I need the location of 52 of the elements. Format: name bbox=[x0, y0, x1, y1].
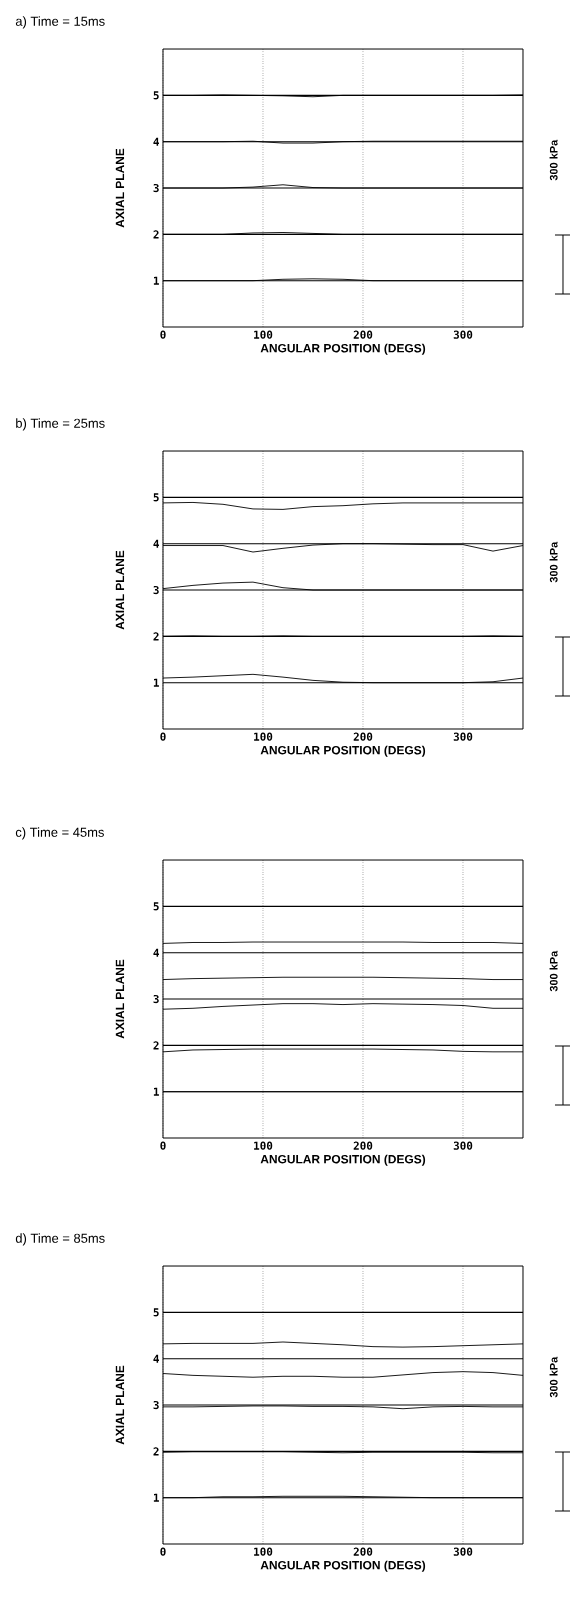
y-axis-title: AXIAL PLANE bbox=[115, 550, 125, 630]
y-tick-label: 4 bbox=[153, 1354, 159, 1363]
y-axis-title: AXIAL PLANE bbox=[115, 148, 125, 228]
y-tick-label: 1 bbox=[153, 1087, 159, 1096]
x-tick-label: 0 bbox=[160, 330, 166, 339]
x-tick-label: 200 bbox=[353, 732, 373, 741]
x-axis-title: ANGULAR POSITION (DEGS) bbox=[260, 1560, 426, 1572]
y-tick-label: 5 bbox=[153, 902, 159, 911]
y-tick-label: 3 bbox=[153, 994, 159, 1004]
y-tick-label: 2 bbox=[153, 1041, 159, 1050]
x-tick-label: 100 bbox=[254, 330, 273, 339]
y-tick-label: 3 bbox=[153, 183, 159, 193]
text: 300 kPa bbox=[549, 950, 558, 992]
y-tick-label: 2 bbox=[153, 230, 159, 239]
x-axis-title: ANGULAR POSITION (DEGS) bbox=[260, 343, 426, 355]
y-axis-title: AXIAL PLANE bbox=[115, 1365, 125, 1445]
x-tick-label: 0 bbox=[160, 1547, 166, 1556]
x-tick-label: 100 bbox=[254, 1141, 273, 1150]
y-tick-label: 3 bbox=[153, 585, 159, 595]
y-tick-label: 1 bbox=[153, 678, 159, 687]
y-tick-label: 5 bbox=[153, 1308, 159, 1317]
x-tick-label: 200 bbox=[353, 330, 373, 339]
x-tick-label: 100 bbox=[254, 1547, 273, 1556]
chart-title: a) Time = 15ms bbox=[15, 16, 105, 29]
x-tick-label: 300 bbox=[453, 1547, 473, 1556]
y-axis-title: AXIAL PLANE bbox=[115, 959, 125, 1039]
x-tick-label: 300 bbox=[453, 1141, 473, 1150]
x-tick-label: 0 bbox=[160, 1141, 166, 1150]
x-tick-label: 100 bbox=[254, 732, 273, 741]
text: 300 kPa bbox=[549, 139, 558, 181]
x-axis-title: ANGULAR POSITION (DEGS) bbox=[260, 1154, 426, 1166]
y-tick-label: 2 bbox=[153, 1447, 159, 1456]
x-axis-title: ANGULAR POSITION (DEGS) bbox=[260, 745, 426, 757]
x-tick-label: 300 bbox=[453, 330, 473, 339]
chart-title: d) Time = 85ms bbox=[15, 1233, 105, 1246]
y-tick-label: 3 bbox=[153, 1400, 159, 1410]
y-tick-label: 4 bbox=[153, 137, 159, 146]
y-tick-label: 4 bbox=[153, 948, 159, 957]
y-tick-label: 2 bbox=[153, 632, 159, 641]
x-tick-label: 200 bbox=[353, 1547, 373, 1556]
y-tick-label: 1 bbox=[153, 1493, 159, 1502]
y-tick-label: 4 bbox=[153, 539, 159, 548]
x-tick-label: 200 bbox=[353, 1141, 373, 1150]
y-tick-label: 1 bbox=[153, 276, 159, 285]
text: 300 kPa bbox=[549, 541, 558, 583]
chart-title: b) Time = 25ms bbox=[16, 418, 105, 431]
text: 300 kPa bbox=[549, 1356, 558, 1398]
chart-title: c) Time = 45ms bbox=[15, 827, 104, 840]
y-tick-label: 5 bbox=[153, 91, 159, 100]
x-tick-label: 0 bbox=[160, 732, 166, 741]
y-tick-label: 5 bbox=[153, 493, 159, 502]
x-tick-label: 300 bbox=[453, 732, 473, 741]
